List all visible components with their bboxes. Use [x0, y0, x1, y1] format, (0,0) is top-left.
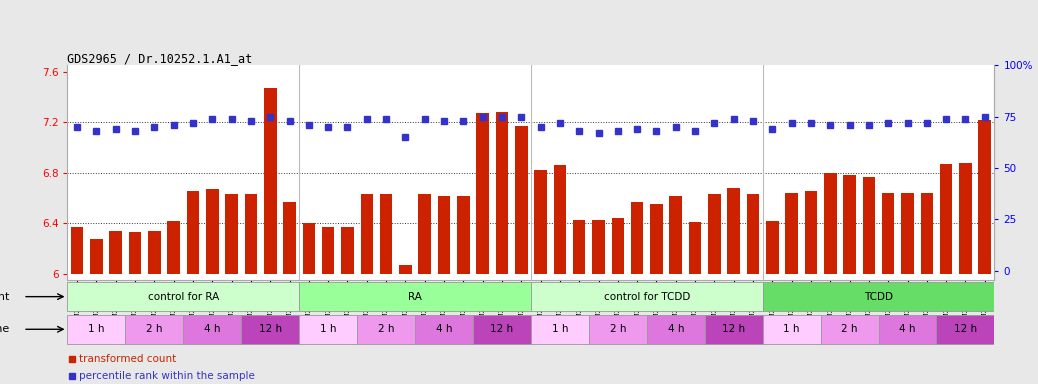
Bar: [148, 231, 161, 274]
Bar: [573, 220, 585, 274]
Bar: [67, 314, 126, 344]
Bar: [530, 314, 589, 344]
Bar: [184, 314, 241, 344]
Bar: [400, 265, 412, 274]
Bar: [766, 221, 778, 274]
Bar: [589, 314, 647, 344]
Bar: [90, 238, 103, 274]
Bar: [763, 314, 821, 344]
Bar: [746, 194, 759, 274]
Bar: [553, 165, 566, 274]
Bar: [535, 170, 547, 274]
Bar: [438, 195, 450, 274]
Text: percentile rank within the sample: percentile rank within the sample: [79, 371, 254, 381]
Text: 1 h: 1 h: [320, 324, 336, 334]
Bar: [283, 202, 296, 274]
Bar: [415, 314, 473, 344]
Bar: [360, 194, 373, 274]
Bar: [496, 112, 509, 274]
Text: 2 h: 2 h: [842, 324, 857, 334]
Bar: [878, 314, 936, 344]
Bar: [245, 194, 257, 274]
Text: TCDD: TCDD: [864, 291, 893, 302]
Bar: [206, 189, 219, 274]
Text: 4 h: 4 h: [899, 324, 916, 334]
Bar: [708, 194, 720, 274]
Bar: [979, 120, 991, 274]
Bar: [705, 314, 763, 344]
Bar: [728, 188, 740, 274]
Text: 1 h: 1 h: [88, 324, 105, 334]
Text: 12 h: 12 h: [722, 324, 745, 334]
Bar: [476, 113, 489, 274]
Bar: [530, 282, 763, 311]
Bar: [921, 193, 933, 274]
Bar: [303, 223, 316, 274]
Bar: [804, 190, 817, 274]
Bar: [611, 218, 624, 274]
Bar: [322, 227, 334, 274]
Bar: [647, 314, 705, 344]
Bar: [67, 282, 299, 311]
Bar: [939, 164, 953, 274]
Bar: [786, 193, 798, 274]
Text: GDS2965 / Dr.10252.1.A1_at: GDS2965 / Dr.10252.1.A1_at: [67, 52, 252, 65]
Text: 12 h: 12 h: [490, 324, 514, 334]
Bar: [901, 193, 913, 274]
Text: 2 h: 2 h: [146, 324, 163, 334]
Text: 2 h: 2 h: [378, 324, 394, 334]
Bar: [129, 232, 141, 274]
Bar: [593, 220, 605, 274]
Bar: [299, 282, 530, 311]
Text: RA: RA: [408, 291, 422, 302]
Bar: [689, 222, 702, 274]
Bar: [357, 314, 415, 344]
Bar: [959, 163, 972, 274]
Text: 4 h: 4 h: [436, 324, 453, 334]
Bar: [650, 204, 662, 274]
Text: 1 h: 1 h: [551, 324, 568, 334]
Text: 2 h: 2 h: [609, 324, 626, 334]
Bar: [187, 190, 199, 274]
Text: 4 h: 4 h: [204, 324, 220, 334]
Bar: [225, 194, 238, 274]
Bar: [843, 175, 856, 274]
Bar: [109, 231, 122, 274]
Bar: [299, 314, 357, 344]
Bar: [167, 221, 180, 274]
Bar: [418, 194, 431, 274]
Bar: [71, 227, 83, 274]
Bar: [821, 314, 878, 344]
Bar: [763, 282, 994, 311]
Bar: [824, 173, 837, 274]
Bar: [670, 195, 682, 274]
Text: control for RA: control for RA: [147, 291, 219, 302]
Text: transformed count: transformed count: [79, 354, 175, 364]
Bar: [241, 314, 299, 344]
Bar: [380, 194, 392, 274]
Bar: [882, 193, 895, 274]
Bar: [515, 126, 527, 274]
Text: time: time: [0, 324, 9, 334]
Text: control for TCDD: control for TCDD: [604, 291, 690, 302]
Bar: [126, 314, 184, 344]
Bar: [457, 195, 469, 274]
Text: 12 h: 12 h: [954, 324, 977, 334]
Bar: [631, 202, 644, 274]
Bar: [342, 227, 354, 274]
Bar: [473, 314, 530, 344]
Text: 1 h: 1 h: [784, 324, 800, 334]
Bar: [936, 314, 994, 344]
Text: agent: agent: [0, 291, 9, 302]
Text: 12 h: 12 h: [258, 324, 281, 334]
Bar: [863, 177, 875, 274]
Bar: [264, 88, 276, 274]
Text: 4 h: 4 h: [667, 324, 684, 334]
